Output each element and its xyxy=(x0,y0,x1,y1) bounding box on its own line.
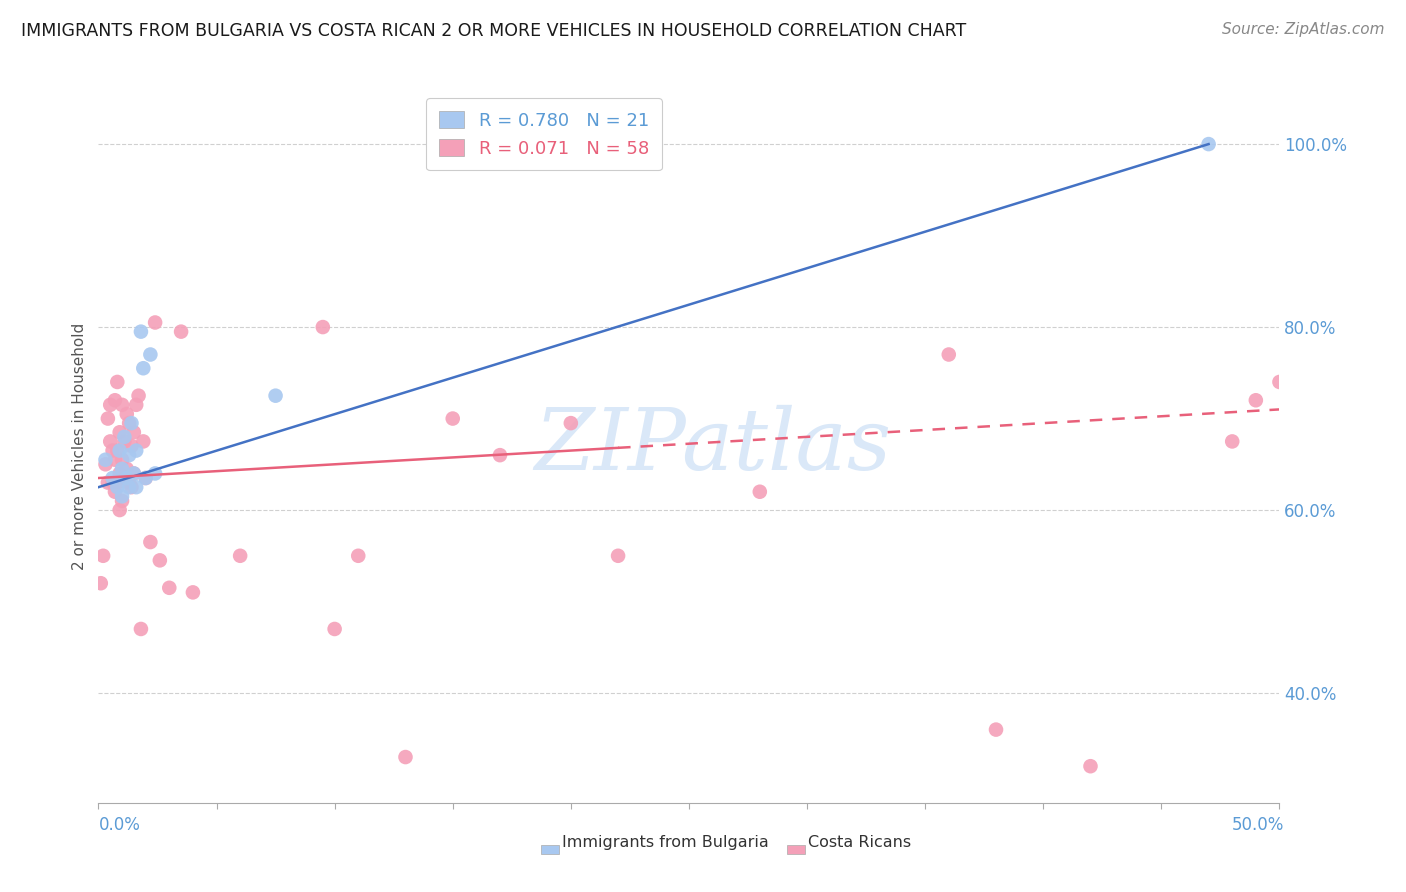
Point xyxy=(111,452,134,467)
Point xyxy=(104,452,127,467)
Point xyxy=(139,535,162,549)
Point xyxy=(132,434,155,449)
Point xyxy=(132,361,155,376)
Point xyxy=(143,467,166,481)
Point xyxy=(1220,434,1243,449)
Point xyxy=(135,471,157,485)
Point xyxy=(121,416,143,430)
Point xyxy=(181,585,204,599)
Point xyxy=(111,462,134,476)
Point xyxy=(94,458,117,472)
Point xyxy=(108,503,131,517)
Point xyxy=(118,480,141,494)
Point xyxy=(129,325,152,339)
Legend: R = 0.780   N = 21, R = 0.071   N = 58: R = 0.780 N = 21, R = 0.071 N = 58 xyxy=(426,98,662,170)
Point xyxy=(105,475,128,490)
Point xyxy=(122,425,145,440)
Point xyxy=(143,316,166,330)
Point xyxy=(139,347,162,361)
Point xyxy=(122,467,145,481)
Point xyxy=(607,549,630,563)
Point xyxy=(984,723,1007,737)
Point xyxy=(94,452,117,467)
Point xyxy=(108,467,131,481)
Point xyxy=(111,489,134,503)
Y-axis label: 2 or more Vehicles in Household: 2 or more Vehicles in Household xyxy=(72,322,87,570)
Point xyxy=(170,325,193,339)
Point xyxy=(1080,759,1102,773)
Point xyxy=(91,549,114,563)
Point xyxy=(938,347,960,361)
Point xyxy=(394,750,416,764)
Point xyxy=(125,480,148,494)
Point xyxy=(122,467,145,481)
Point xyxy=(1244,393,1267,408)
Point xyxy=(312,320,335,334)
Point xyxy=(101,475,124,490)
Point xyxy=(748,484,770,499)
Point xyxy=(149,553,172,567)
Text: Source: ZipAtlas.com: Source: ZipAtlas.com xyxy=(1222,22,1385,37)
Point xyxy=(115,407,138,421)
Point xyxy=(115,471,138,485)
Text: Costa Ricans: Costa Ricans xyxy=(807,836,911,850)
Point xyxy=(90,576,112,591)
Point xyxy=(323,622,346,636)
Point xyxy=(115,462,138,476)
Point xyxy=(104,484,127,499)
Text: ZIPatlas: ZIPatlas xyxy=(534,405,891,487)
Point xyxy=(128,389,150,403)
Point xyxy=(97,475,120,490)
Point xyxy=(118,475,141,490)
Point xyxy=(98,434,121,449)
Point xyxy=(108,425,131,440)
Point xyxy=(118,448,141,462)
Point xyxy=(121,439,143,453)
Text: IMMIGRANTS FROM BULGARIA VS COSTA RICAN 2 OR MORE VEHICLES IN HOUSEHOLD CORRELAT: IMMIGRANTS FROM BULGARIA VS COSTA RICAN … xyxy=(21,22,966,40)
Point xyxy=(112,471,135,485)
Point xyxy=(560,416,582,430)
Point xyxy=(105,480,128,494)
Point xyxy=(135,471,157,485)
Point xyxy=(118,416,141,430)
Text: 0.0%: 0.0% xyxy=(98,816,141,834)
Point xyxy=(1268,375,1291,389)
Point xyxy=(347,549,370,563)
Point xyxy=(229,549,252,563)
Point xyxy=(98,398,121,412)
Point xyxy=(112,430,135,444)
Point xyxy=(489,448,512,462)
Point xyxy=(112,434,135,449)
Text: 50.0%: 50.0% xyxy=(1232,816,1284,834)
Point xyxy=(111,494,134,508)
Text: Immigrants from Bulgaria: Immigrants from Bulgaria xyxy=(561,836,768,850)
Point xyxy=(101,471,124,485)
Point xyxy=(125,443,148,458)
Point xyxy=(157,581,180,595)
Point xyxy=(104,393,127,408)
Point xyxy=(111,398,134,412)
Point xyxy=(129,622,152,636)
Point xyxy=(1198,137,1220,152)
Point xyxy=(125,398,148,412)
Point xyxy=(264,389,287,403)
Point xyxy=(441,411,464,425)
Point xyxy=(121,480,143,494)
Point xyxy=(105,375,128,389)
Point xyxy=(97,411,120,425)
Point xyxy=(101,443,124,458)
Point xyxy=(105,443,128,458)
Point xyxy=(108,443,131,458)
